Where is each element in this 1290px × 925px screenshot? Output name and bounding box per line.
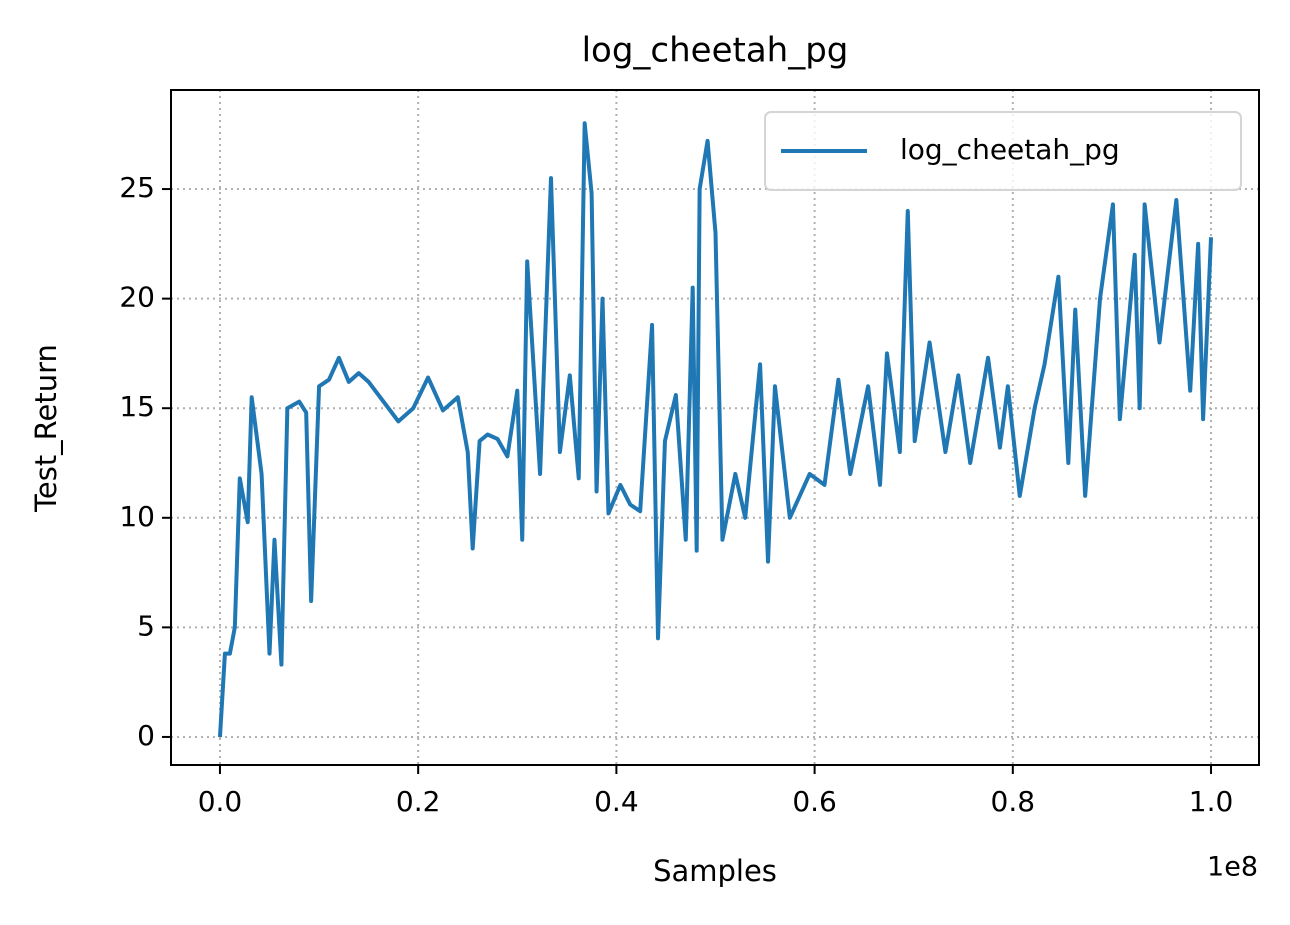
x-tick-label: 0.6 — [792, 785, 837, 818]
x-tick-label: 0.2 — [396, 785, 441, 818]
x-tick-label: 0.8 — [991, 785, 1036, 818]
y-tick-label: 10 — [119, 500, 155, 533]
x-offset-label: 1e8 — [1207, 852, 1258, 883]
plot-frame — [170, 89, 1260, 766]
x-axis-label: Samples — [653, 854, 777, 888]
y-tick-label: 20 — [119, 281, 155, 314]
y-tick-label: 0 — [137, 719, 155, 752]
y-tick-label: 5 — [137, 609, 155, 642]
legend-box — [764, 111, 1242, 191]
y-axis-label: Test_Return — [29, 344, 63, 513]
legend-label: log_cheetah_pg — [900, 133, 1120, 166]
x-tick-label: 1.0 — [1189, 785, 1234, 818]
y-tick-label: 15 — [119, 390, 155, 423]
x-tick-label: 0.0 — [198, 785, 243, 818]
x-tick-label: 0.4 — [594, 785, 639, 818]
chart-title: log_cheetah_pg — [582, 31, 849, 71]
y-tick-label: 25 — [119, 171, 155, 204]
data-line — [217, 121, 1214, 738]
